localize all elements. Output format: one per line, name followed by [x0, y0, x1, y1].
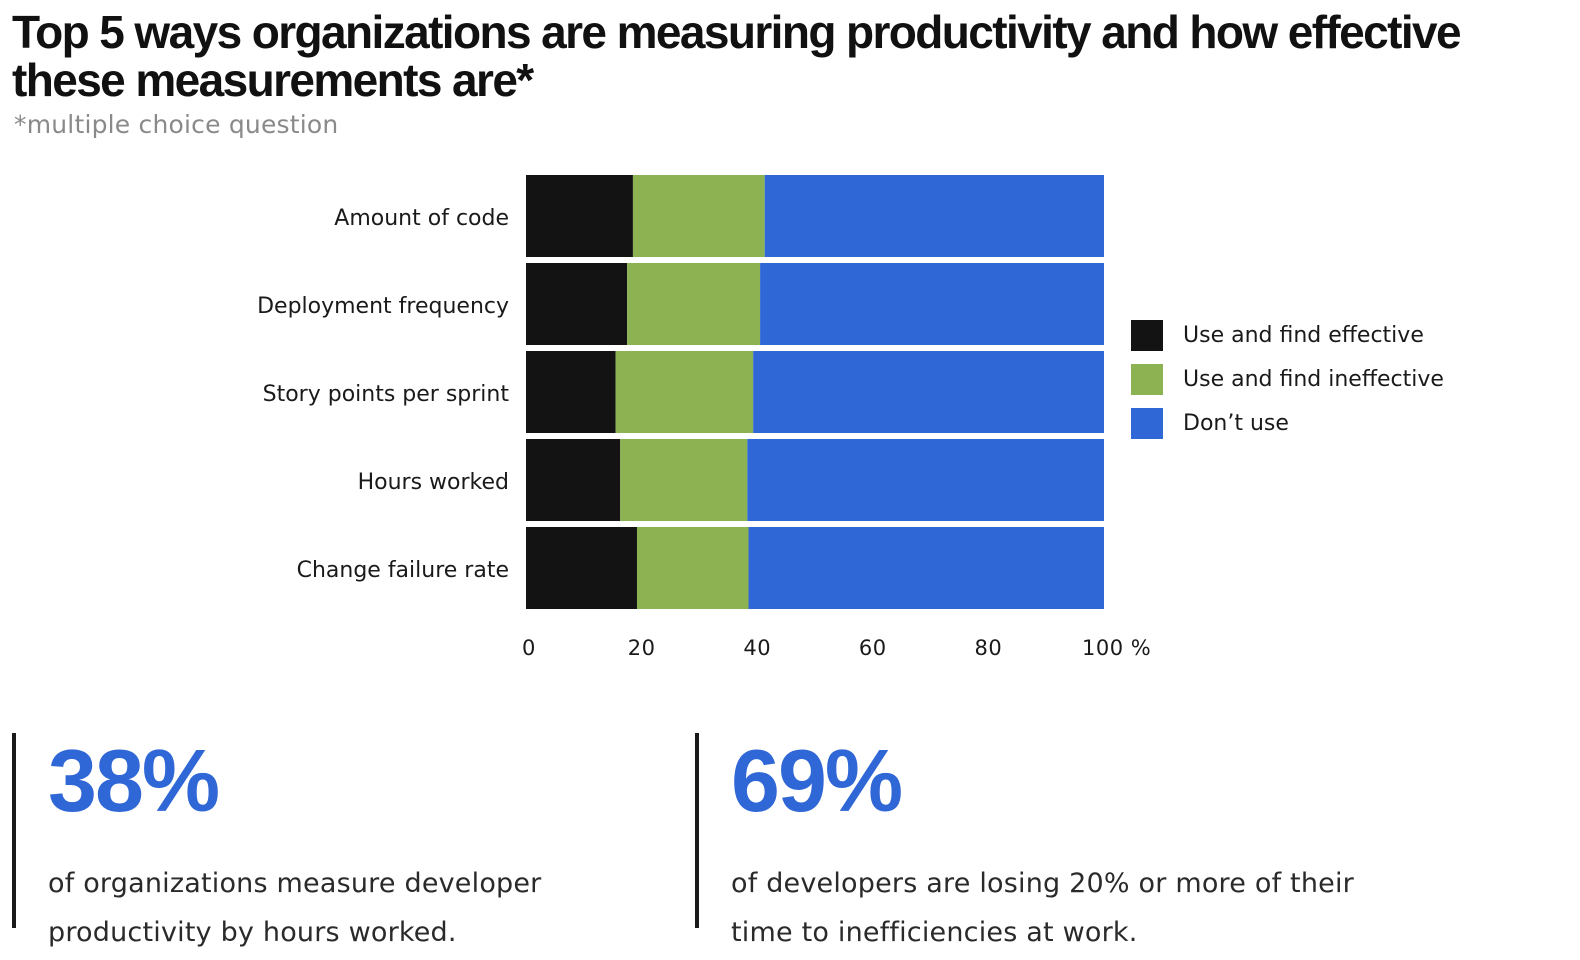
- x-tick-label: 0: [522, 636, 536, 660]
- legend-label-use-and-find-ineffective: Use and find ineffective: [1183, 367, 1444, 392]
- x-tick-label: 40: [743, 636, 771, 660]
- bar-segment-deployment-frequency-use-and-find-effective: [526, 263, 628, 345]
- legend-label-use-and-find-effective: Use and find effective: [1183, 323, 1424, 348]
- bar-segment-story-points-per-sprint-use-and-find-effective: [526, 351, 616, 433]
- bar-segment-story-points-per-sprint-use-and-find-ineffective: [615, 351, 754, 433]
- category-label-change-failure-rate: Change failure rate: [297, 558, 509, 583]
- bar-segment-amount-of-code-don-t-use: [764, 175, 1104, 257]
- bar-segment-deployment-frequency-don-t-use: [760, 263, 1104, 345]
- category-label-story-points-per-sprint: Story points per sprint: [263, 382, 510, 407]
- bar-segment-change-failure-rate-don-t-use: [748, 527, 1104, 609]
- stat-description: of organizations measure developer produ…: [48, 868, 542, 948]
- legend: Use and find effective Use and find ineff…: [1131, 320, 1444, 439]
- category-label-deployment-frequency: Deployment frequency: [257, 294, 509, 319]
- x-tick-label: 80: [975, 636, 1003, 660]
- chart-subtitle: *multiple choice question: [14, 110, 339, 139]
- stat-value: 69%: [731, 731, 903, 830]
- bar-segment-story-points-per-sprint-don-t-use: [753, 351, 1104, 433]
- legend-swatch-use-and-find-ineffective: [1131, 364, 1163, 395]
- bar-segment-hours-worked-don-t-use: [747, 439, 1104, 521]
- bar-segment-amount-of-code-use-and-find-effective: [526, 175, 633, 257]
- x-tick-label: 60: [859, 636, 887, 660]
- x-tick-label: 100 %: [1082, 636, 1151, 660]
- bar-segment-hours-worked-use-and-find-effective: [526, 439, 621, 521]
- legend-swatch-don-t-use: [1131, 408, 1163, 439]
- stat-value: 38%: [48, 731, 220, 830]
- chart-title: Top 5 ways organizations are measuring p…: [12, 6, 1462, 106]
- category-labels: Amount of code Deployment frequency Story …: [257, 206, 509, 583]
- x-axis-ticks: 0 20 40 60 80 100 %: [522, 636, 1151, 660]
- bar-segment-change-failure-rate-use-and-find-ineffective: [636, 527, 749, 609]
- category-label-hours-worked: Hours worked: [358, 470, 509, 495]
- stat-card-hours-worked: 38% of organizations measure developer p…: [12, 731, 652, 948]
- stat-card-time-lost: 69% of developers are losing 20% or more…: [695, 731, 1395, 948]
- stacked-bar-chart: Amount of code Deployment frequency Story …: [257, 175, 1444, 660]
- bars-group: [526, 175, 1104, 609]
- legend-swatch-use-and-find-effective: [1131, 320, 1163, 351]
- stat-description: of developers are losing 20% or more of …: [731, 868, 1354, 948]
- bar-segment-hours-worked-use-and-find-ineffective: [620, 439, 748, 521]
- legend-label-don-t-use: Don’t use: [1183, 411, 1289, 436]
- category-label-amount-of-code: Amount of code: [334, 206, 509, 231]
- x-tick-label: 20: [628, 636, 656, 660]
- bar-segment-deployment-frequency-use-and-find-ineffective: [627, 263, 761, 345]
- bar-segment-amount-of-code-use-and-find-ineffective: [632, 175, 765, 257]
- bar-segment-change-failure-rate-use-and-find-effective: [526, 527, 637, 609]
